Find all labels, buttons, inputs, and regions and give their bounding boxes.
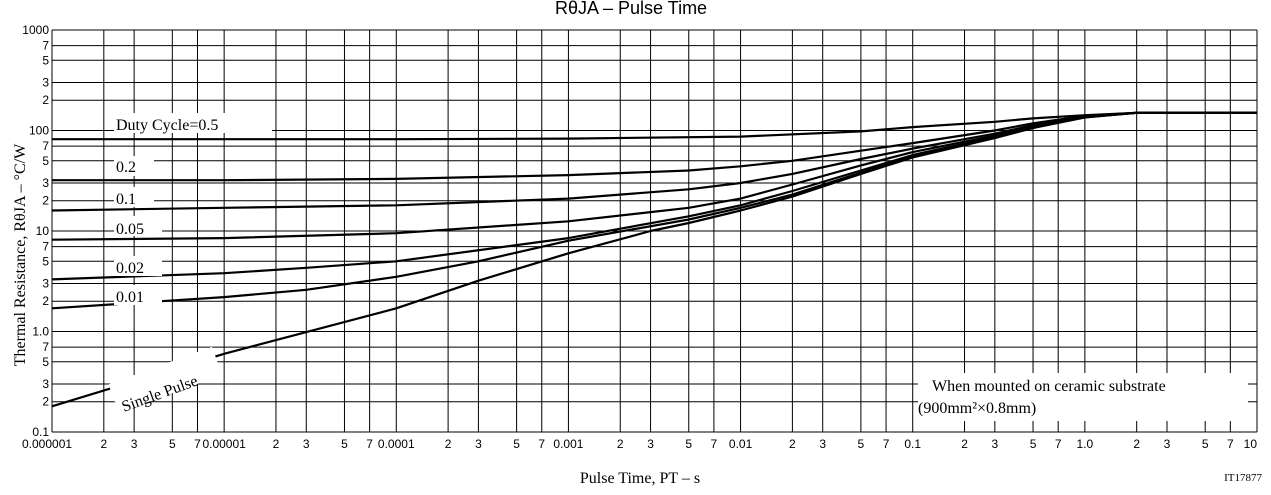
x-tick-label: 0.1	[904, 437, 921, 451]
x-tick-label: 2	[100, 437, 107, 451]
series-lines	[51, 111, 1257, 408]
x-tick-label: 2	[445, 437, 452, 451]
x-tick-label: 0.00001	[202, 437, 246, 451]
x-tick-label: 7	[194, 437, 201, 451]
x-tick-label: 0.01	[729, 437, 753, 451]
x-tick-label: 7	[1227, 437, 1234, 451]
y-tick-label: 2	[42, 93, 49, 107]
y-tick-label: 7	[42, 240, 49, 254]
series-label-0-2: 0.2	[116, 159, 136, 176]
x-tick-label: 3	[303, 437, 310, 451]
x-tick-label: 5	[341, 437, 348, 451]
y-tick-label: 5	[42, 53, 49, 67]
x-tick-label: 3	[475, 437, 482, 451]
x-tick-label: 5	[1202, 437, 1209, 451]
figure-code: IT17877	[1224, 472, 1262, 484]
x-tick-label: 2	[961, 437, 968, 451]
x-tick-label: 5	[1030, 437, 1037, 451]
y-tick-label: 5	[42, 254, 49, 268]
series-labels: Duty Cycle=0.5 0.2 0.1 0.05 0.02 0.01 Si…	[108, 113, 272, 416]
x-tick-label: 5	[858, 437, 865, 451]
x-tick-label: 10	[1244, 437, 1258, 451]
y-tick-label: 2	[42, 194, 49, 208]
series-label-0-05: 0.05	[116, 221, 144, 238]
mounting-note-line2: (900mm²×0.8mm)	[918, 400, 1036, 417]
x-axis-tick-labels: 0.000001 2 3 5 7 0.00001 2 3 5 7 0.0001 2 3 5 7 0.001 2 3…	[22, 437, 1257, 451]
series-label-0-02: 0.02	[116, 260, 144, 277]
series-line-6	[51, 111, 1257, 408]
series-label-0-01: 0.01	[116, 289, 144, 306]
y-tick-label: 10	[36, 224, 50, 238]
y-tick-label: 5	[42, 355, 49, 369]
y-tick-label: 3	[42, 377, 49, 391]
y-tick-label: 5	[42, 154, 49, 168]
x-tick-label: 2	[617, 437, 624, 451]
chart-title: RθJA – Pulse Time	[555, 0, 707, 18]
y-tick-label: 7	[42, 340, 49, 354]
y-tick-label: 1000	[22, 23, 49, 37]
series-label-duty-0-5: Duty Cycle=0.5	[116, 117, 218, 134]
x-tick-label: 2	[1133, 437, 1140, 451]
y-tick-label: 2	[42, 395, 49, 409]
x-tick-label: 2	[273, 437, 280, 451]
y-tick-label: 7	[42, 139, 49, 153]
x-tick-label: 7	[538, 437, 545, 451]
x-tick-label: 5	[513, 437, 520, 451]
y-tick-label: 1.0	[32, 325, 49, 339]
x-tick-label: 5	[685, 437, 692, 451]
y-tick-label: 0.1	[32, 425, 49, 439]
y-tick-label: 3	[42, 176, 49, 190]
x-tick-label: 3	[131, 437, 138, 451]
x-tick-label: 3	[992, 437, 999, 451]
x-tick-label: 0.000001	[22, 437, 72, 451]
y-tick-label: 2	[42, 294, 49, 308]
x-tick-label: 0.0001	[378, 437, 415, 451]
series-label-0-1: 0.1	[116, 191, 136, 208]
x-tick-label: 2	[789, 437, 796, 451]
x-tick-label: 7	[366, 437, 373, 451]
note-box	[918, 373, 1248, 421]
y-tick-label: 7	[42, 39, 49, 53]
x-tick-label: 3	[647, 437, 654, 451]
x-tick-label: 3	[1164, 437, 1171, 451]
y-tick-label: 3	[42, 277, 49, 291]
x-tick-label: 7	[883, 437, 890, 451]
x-tick-label: 1.0	[1077, 437, 1094, 451]
mounting-note-line1: When mounted on ceramic substrate	[932, 378, 1166, 395]
x-tick-label: 7	[1055, 437, 1062, 451]
x-tick-label: 0.001	[553, 437, 583, 451]
x-tick-label: 3	[819, 437, 826, 451]
x-tick-label: 7	[711, 437, 718, 451]
y-tick-label: 3	[42, 76, 49, 90]
x-tick-label: 5	[169, 437, 176, 451]
y-tick-label: 100	[29, 124, 49, 138]
x-axis-title: Pulse Time, PT – s	[580, 470, 700, 487]
y-axis-title: Thermal Resistance, RθJA – °C/W	[12, 143, 29, 366]
